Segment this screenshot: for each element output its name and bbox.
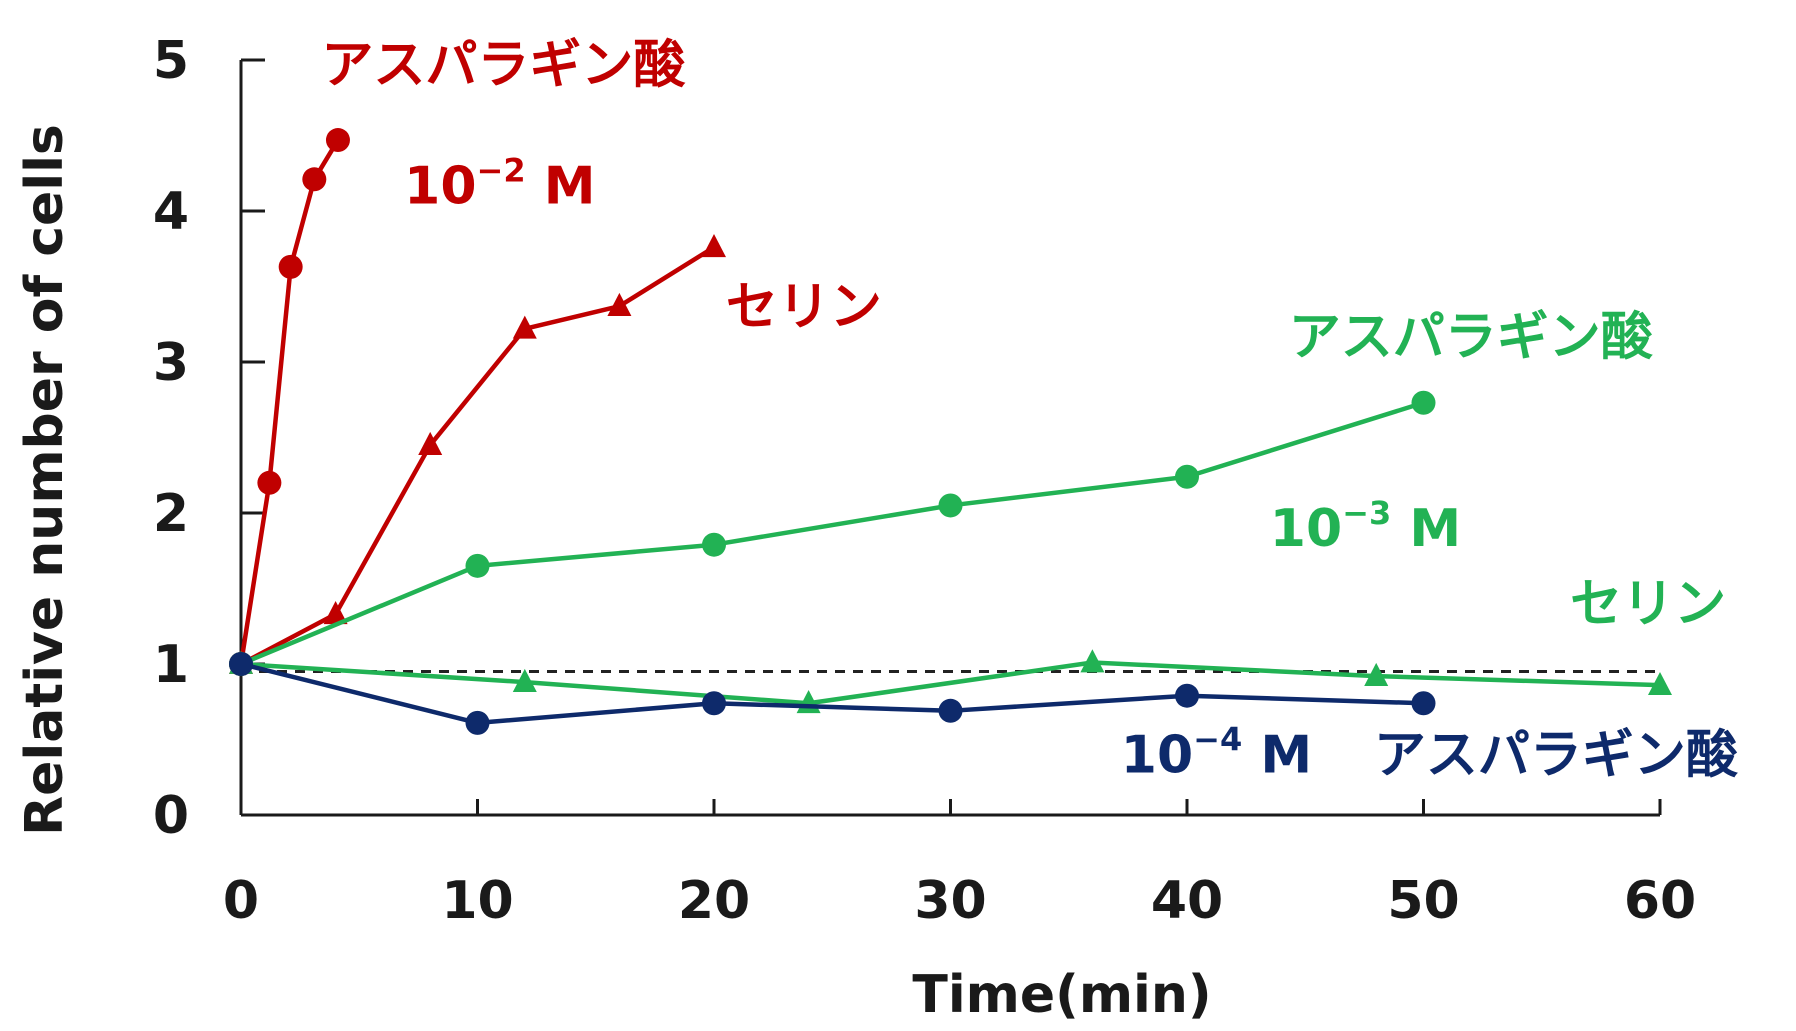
annotation-a3: セリン [726,277,882,337]
x-tick-label: 20 [678,871,750,931]
annotation-a4: アスパラギン酸 [1289,307,1654,367]
annotation-unit: M [1391,499,1461,559]
series-ser-2 [229,234,726,674]
y-tick-label: 2 [153,484,189,544]
data-point-asp-3 [938,493,963,518]
annotation-unit: M [526,156,596,216]
annotation-a7: 10−4 M [1121,721,1312,786]
x-tick-label: 60 [1624,871,1696,931]
x-axis-title: Time(min) [912,965,1211,1025]
annotation-a2: 10−2 M [404,151,595,216]
annotation-a6: セリン [1570,575,1726,635]
y-tick-label: 3 [153,333,189,393]
y-axis-title: Relative number of cells [15,124,75,836]
data-point-ser-2 [702,234,726,258]
data-point-asp-3 [1175,464,1199,489]
data-point-asp-2 [278,254,303,279]
x-tick-label: 50 [1387,871,1459,931]
data-point-ser-2 [512,315,537,339]
data-point-ser-3 [1364,662,1389,686]
data-point-ser-3 [1648,671,1672,696]
series-line-asp-3 [240,400,1425,667]
data-point-ser-2 [418,431,443,455]
data-point-asp-4 [702,691,726,716]
series-asp-4 [229,652,1436,735]
x-tick-label: 40 [1151,871,1223,931]
data-point-asp-4 [1411,691,1436,716]
data-point-asp-3 [465,553,490,578]
data-point-ser-2 [323,600,348,625]
data-point-ser-3 [1080,649,1105,673]
series-line-ser-2 [239,245,716,666]
data-point-asp-2 [257,470,282,495]
data-point-ser-3 [512,668,537,693]
data-point-asp-4 [1175,683,1199,708]
x-tick-label: 0 [223,871,259,931]
y-tick-label: 1 [153,635,189,695]
data-point-asp-4 [465,710,490,735]
data-point-asp-3 [1411,390,1436,415]
y-tick-label: 5 [153,31,189,91]
annotation-exponent: −3 [1342,494,1391,532]
y-tick-label: 0 [153,786,189,846]
data-point-asp-4 [938,698,963,723]
series-line-asp-2 [238,138,340,665]
annotation-unit: M [1242,726,1312,786]
series-line-ser-3 [240,660,1661,706]
x-tick-label: 30 [914,871,986,931]
annotation-exponent: −4 [1193,721,1242,759]
annotation-base: 10 [404,156,476,216]
annotation-base: 10 [1121,726,1193,786]
data-point-asp-2 [325,128,350,153]
series-layer [229,128,1672,735]
annotation-a5: 10−3 M [1270,494,1461,559]
x-tick-label: 10 [441,871,513,931]
annotation-exponent: −2 [477,151,526,189]
y-tick-label: 4 [153,182,189,242]
series-asp-3 [229,390,1436,676]
data-point-asp-4 [229,652,253,676]
annotation-base: 10 [1270,499,1342,559]
data-point-asp-2 [302,167,327,192]
annotation-a8: アスパラギン酸 [1374,726,1739,786]
data-point-asp-3 [702,532,726,557]
data-point-ser-2 [607,292,632,317]
annotation-a1: アスパラギン酸 [321,36,686,96]
series-line-asp-4 [240,661,1424,726]
